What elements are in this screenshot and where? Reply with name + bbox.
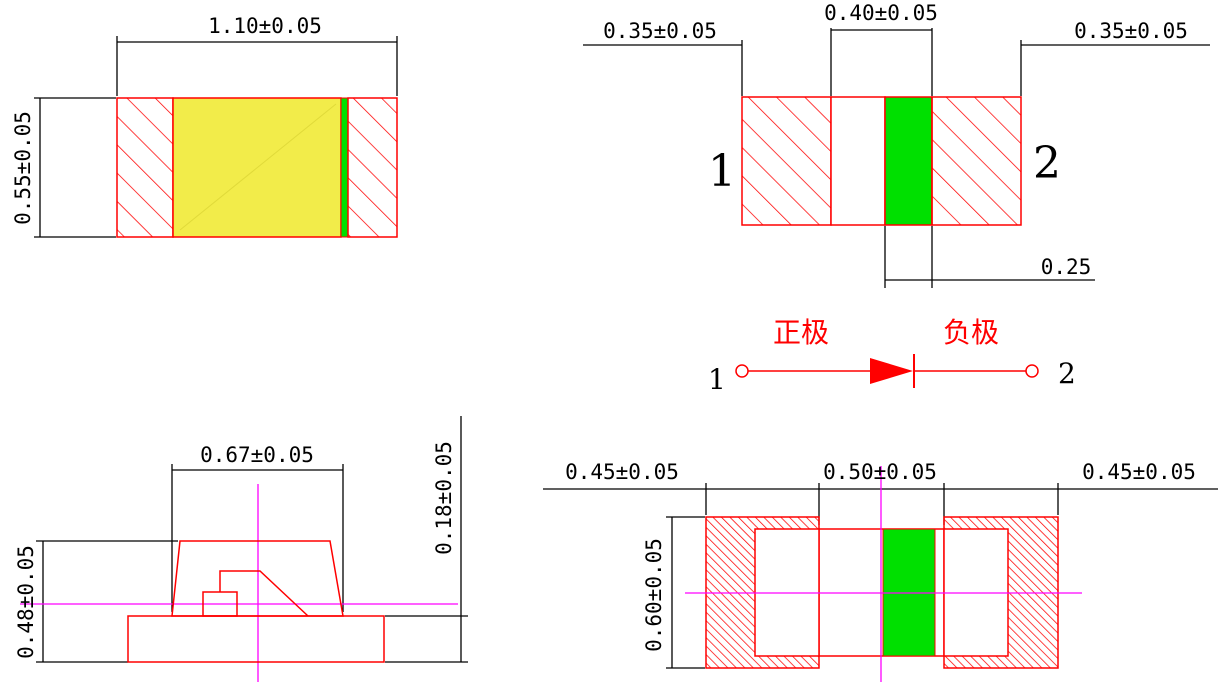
side-substrate-label: 0.18±0.05 — [432, 441, 456, 555]
bottom-left-pad-label: 0.35±0.05 — [603, 19, 717, 43]
side-lens-width-label: 0.67±0.05 — [200, 443, 314, 467]
footprint-view: 0.45±0.05 0.50±0.05 0.45±0.05 0.60±0.05 — [543, 460, 1218, 682]
bottom-pad-1 — [741, 96, 832, 226]
cathode-label: 负极 — [943, 316, 999, 349]
cathode-terminal-circle — [1025, 364, 1039, 378]
bottom-pin-1-label: 1 — [708, 146, 736, 197]
anode-label: 正极 — [773, 316, 829, 349]
bottom-view-dimension-lines — [583, 28, 1210, 288]
top-lens-diagonal — [179, 103, 337, 231]
bottom-chip-width-label: 0.25 — [1041, 255, 1092, 279]
top-view: 1.10±0.05 0.55±0.05 — [11, 14, 398, 238]
footprint-gap-label: 0.50±0.05 — [823, 460, 937, 484]
top-height-label: 0.55±0.05 — [11, 111, 35, 225]
top-cathode-mark — [340, 97, 349, 238]
footprint-right-pad-label: 0.45±0.05 — [1082, 460, 1196, 484]
polarity-pin-2: 2 — [1058, 357, 1076, 390]
polarity-symbol: 正极 负极 1 2 — [708, 316, 1076, 396]
polarity-pin-1: 1 — [708, 363, 726, 396]
bottom-pad-2 — [931, 96, 1022, 226]
bottom-right-pad-label: 0.35±0.05 — [1074, 19, 1188, 43]
bottom-gap — [830, 96, 886, 226]
top-right-terminal — [347, 97, 398, 238]
side-bond-wire — [219, 570, 309, 617]
bottom-gap-label: 0.40±0.05 — [824, 1, 938, 25]
top-width-label: 1.10±0.05 — [208, 14, 322, 38]
side-total-height-label: 0.48±0.05 — [14, 545, 38, 659]
top-left-terminal — [116, 97, 174, 238]
side-substrate — [127, 615, 385, 663]
side-view: 0.67±0.05 0.48±0.05 0.18±0.05 — [14, 416, 468, 682]
side-view-dimension-lines — [36, 416, 468, 663]
anode-terminal-circle — [735, 364, 749, 378]
bottom-chip — [884, 96, 933, 226]
footprint-height-label: 0.60±0.05 — [642, 538, 666, 652]
diode-triangle — [870, 358, 913, 384]
bottom-pin-2-label: 2 — [1033, 138, 1061, 189]
bottom-view: 0.35±0.05 0.40±0.05 0.35±0.05 0.25 1 2 — [583, 1, 1210, 288]
footprint-dimension-lines — [543, 483, 1218, 669]
footprint-left-pad-label: 0.45±0.05 — [565, 460, 679, 484]
top-view-dimension-lines — [34, 36, 398, 238]
top-lens — [172, 97, 342, 238]
